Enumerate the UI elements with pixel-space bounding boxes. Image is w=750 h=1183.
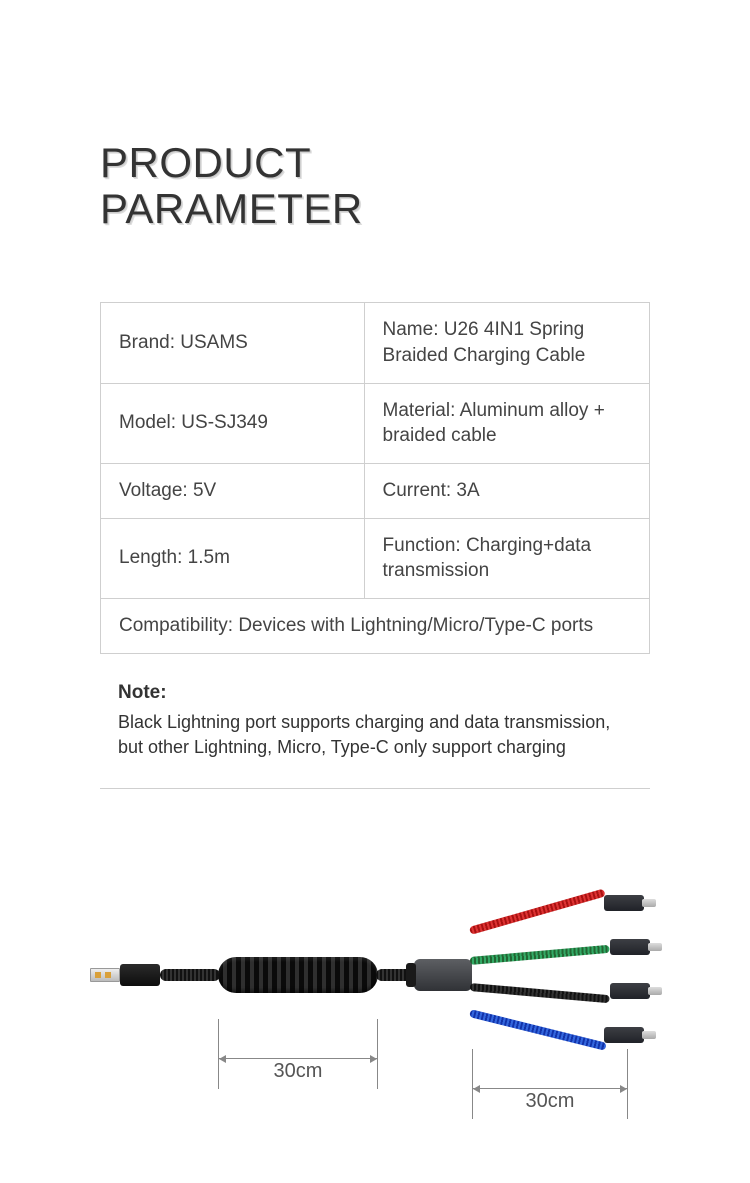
cable-segment-icon: [160, 969, 220, 981]
note-text: Black Lightning port supports charging a…: [118, 710, 632, 760]
usb-a-plug-icon: [90, 963, 160, 987]
param-current: Current: 3A: [364, 463, 649, 518]
param-function: Function: Charging+data transmission: [364, 518, 649, 598]
note-block: Note: Black Lightning port supports char…: [100, 682, 650, 789]
connector-lightning-icon: [610, 983, 650, 999]
parameter-table: Brand: USAMS Name: U26 4IN1 Spring Braid…: [100, 302, 650, 653]
connector-micro-icon: [604, 1027, 644, 1043]
splitter-hub-icon: [414, 959, 472, 991]
param-compatibility: Compatibility: Devices with Lightning/Mi…: [101, 598, 650, 653]
param-length: Length: 1.5m: [101, 518, 365, 598]
dimension-coil-label: 30cm: [219, 1060, 377, 1083]
note-label: Note:: [118, 682, 632, 704]
cable-diagram: 30cm 30cm: [90, 879, 650, 1139]
page-title: PRODUCT PARAMETER: [100, 140, 650, 232]
param-material: Material: Aluminum alloy + braided cable: [364, 383, 649, 463]
dimension-coil: 30cm: [218, 1019, 378, 1089]
spring-coil-icon: [218, 957, 378, 993]
branch-cable-black-icon: [470, 983, 610, 1003]
branch-cable-red-icon: [469, 888, 606, 934]
dimension-branches-label: 30cm: [473, 1090, 627, 1113]
param-brand: Brand: USAMS: [101, 303, 365, 383]
param-name: Name: U26 4IN1 Spring Braided Charging C…: [364, 303, 649, 383]
dimension-branches: 30cm: [472, 1049, 628, 1119]
branch-cable-green-icon: [470, 945, 610, 965]
param-voltage: Voltage: 5V: [101, 463, 365, 518]
title-line-1: PRODUCT: [100, 139, 311, 186]
connector-typec-icon: [604, 895, 644, 911]
param-model: Model: US-SJ349: [101, 383, 365, 463]
title-line-2: PARAMETER: [100, 185, 363, 232]
connector-lightning-icon: [610, 939, 650, 955]
branch-cable-blue-icon: [469, 1009, 607, 1051]
